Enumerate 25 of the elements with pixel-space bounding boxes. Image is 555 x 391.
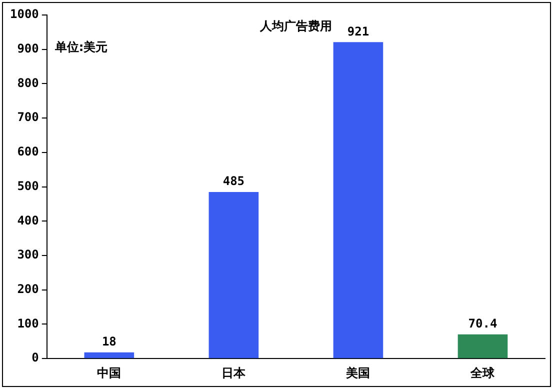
data-label: 921 xyxy=(347,24,370,38)
y-tick-label: 400 xyxy=(17,213,39,228)
y-tick-label: 900 xyxy=(17,41,39,56)
y-tick-label: 100 xyxy=(17,316,39,330)
bar xyxy=(84,352,134,358)
x-tick-label: 全球 xyxy=(470,366,496,380)
x-tick-label: 美国 xyxy=(345,366,370,380)
y-tick-label: 500 xyxy=(17,178,39,193)
bar xyxy=(333,42,384,358)
data-label: 18 xyxy=(102,334,116,349)
y-tick-label: 1000 xyxy=(10,7,39,22)
y-tick-label: 800 xyxy=(17,76,39,90)
bar xyxy=(458,334,508,358)
y-tick-label: 200 xyxy=(17,282,39,296)
y-tick-label: 700 xyxy=(17,110,39,124)
x-tick-label: 日本 xyxy=(222,366,247,380)
x-tick-label: 中国 xyxy=(97,366,122,380)
data-label: 70.4 xyxy=(468,316,498,331)
y-tick-label: 0 xyxy=(32,350,39,365)
y-tick-label: 600 xyxy=(17,144,39,159)
bar xyxy=(208,192,259,358)
annotation: 单位:美元 xyxy=(54,40,108,54)
data-label: 485 xyxy=(222,174,245,188)
y-tick-label: 300 xyxy=(17,248,39,262)
chart-title: 人均广告费用 xyxy=(258,19,332,34)
